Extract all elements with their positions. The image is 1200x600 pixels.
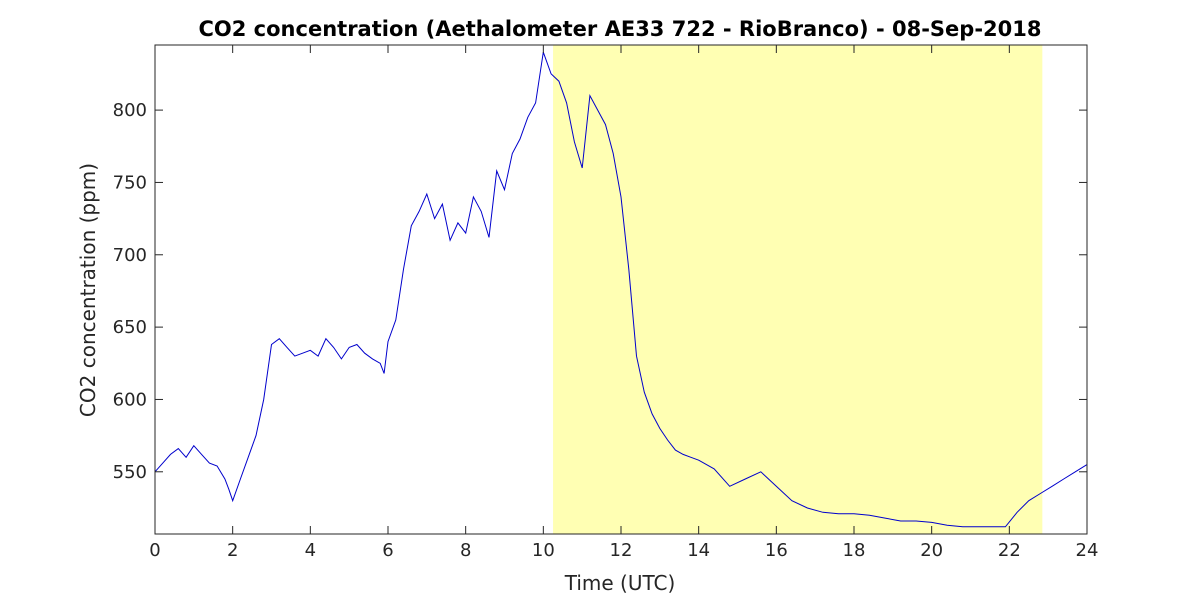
x-tick-label: 18 (843, 540, 866, 561)
y-tick-label: 800 (113, 100, 147, 121)
y-tick-label: 550 (113, 462, 147, 483)
y-axis-ticks: 550 600 650 700 750 800 (113, 100, 1087, 483)
x-tick-label: 6 (382, 540, 393, 561)
x-tick-label: 24 (1076, 540, 1099, 561)
y-tick-label: 650 (113, 317, 147, 338)
x-axis-label: Time (UTC) (564, 571, 676, 595)
x-tick-label: 14 (687, 540, 710, 561)
x-tick-label: 0 (149, 540, 160, 561)
chart-title: CO2 concentration (Aethalometer AE33 722… (199, 17, 1042, 41)
y-tick-label: 600 (113, 389, 147, 410)
x-tick-label: 10 (532, 540, 555, 561)
x-tick-label: 22 (998, 540, 1021, 561)
x-axis-ticks: 0 2 4 6 8 10 12 14 16 18 20 22 24 (149, 45, 1098, 561)
y-tick-label: 750 (113, 172, 147, 193)
series-line (154, 52, 1088, 528)
x-tick-label: 12 (610, 540, 633, 561)
x-tick-label: 8 (460, 540, 471, 561)
y-axis-label: CO2 concentration (ppm) (76, 163, 100, 417)
x-tick-label: 2 (227, 540, 238, 561)
highlight-band (553, 45, 1043, 534)
x-tick-label: 20 (920, 540, 943, 561)
y-tick-label: 700 (113, 245, 147, 266)
x-tick-label: 4 (305, 540, 316, 561)
x-tick-label: 16 (765, 540, 788, 561)
